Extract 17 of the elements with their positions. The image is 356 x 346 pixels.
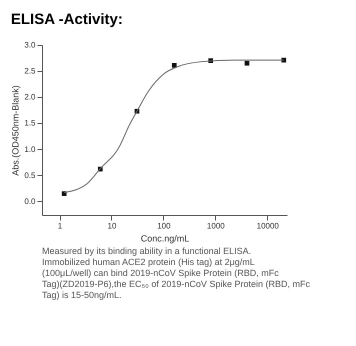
y-tick-label: 1.5 <box>24 118 36 128</box>
x-tick-label: 1 <box>58 222 63 230</box>
x-tick-label: 100 <box>157 222 172 230</box>
y-tick-label: 2.5 <box>24 66 36 76</box>
y-tick-label: 3.0 <box>24 40 36 50</box>
y-axis-title: Abs.(OD450nm-Blank) <box>10 85 20 176</box>
y-tick-label: 1.0 <box>24 144 36 154</box>
chart-title: ELISA -Activity: <box>10 11 123 28</box>
x-tick-label: 10 <box>107 222 117 230</box>
x-tick-label: 10000 <box>256 222 280 230</box>
text: Measured by its binding ability in a functional ELISA. Immobilized human ACE2 protein (His tag) at 2μg/mL (100μL/well) can bind 2019-nCoV Spike Protein (RBD, mFc Tag)(ZD2019-P6),the EC₅₀ of 2019-nCoV Spike Protein (RBD, mFc Tag) is 15-50ng/mL. <box>42 246 310 300</box>
y-tick-label: 2.0 <box>24 92 36 102</box>
y-tick-label: 0.5 <box>24 170 36 180</box>
x-axis-title: Conc.ng/mL <box>140 234 190 244</box>
x-tick-label: 1000 <box>206 222 226 230</box>
point <box>244 60 250 66</box>
y-tick-label: 0.0 <box>24 196 36 206</box>
